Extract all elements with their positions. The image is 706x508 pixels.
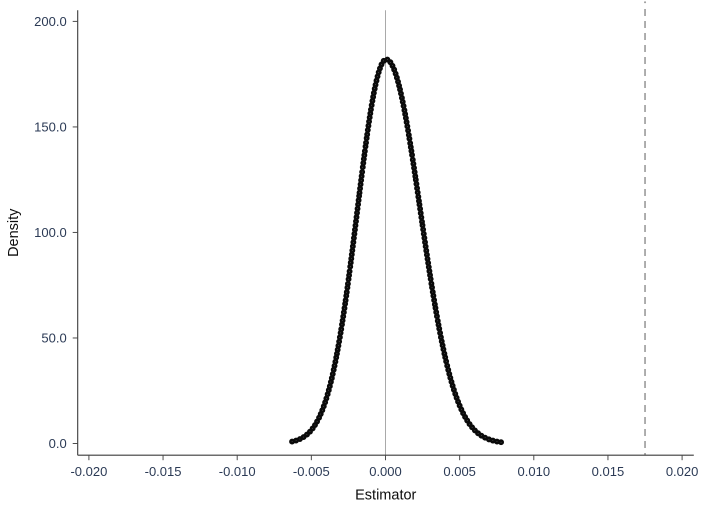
svg-text:Density: Density [6,208,22,257]
svg-text:-0.005: -0.005 [293,464,330,479]
svg-text:0.020: 0.020 [666,464,699,479]
svg-text:0.000: 0.000 [369,464,402,479]
svg-text:150.0: 150.0 [34,119,67,134]
svg-text:50.0: 50.0 [41,330,66,345]
svg-text:-0.015: -0.015 [145,464,182,479]
svg-text:-0.020: -0.020 [70,464,107,479]
svg-text:0.015: 0.015 [592,464,625,479]
svg-text:Estimator: Estimator [355,488,416,503]
svg-text:0.010: 0.010 [518,464,551,479]
svg-text:0.0: 0.0 [49,436,67,451]
svg-text:0.005: 0.005 [443,464,476,479]
svg-text:200.0: 200.0 [34,14,67,29]
svg-text:-0.010: -0.010 [219,464,256,479]
svg-text:100.0: 100.0 [34,225,67,240]
